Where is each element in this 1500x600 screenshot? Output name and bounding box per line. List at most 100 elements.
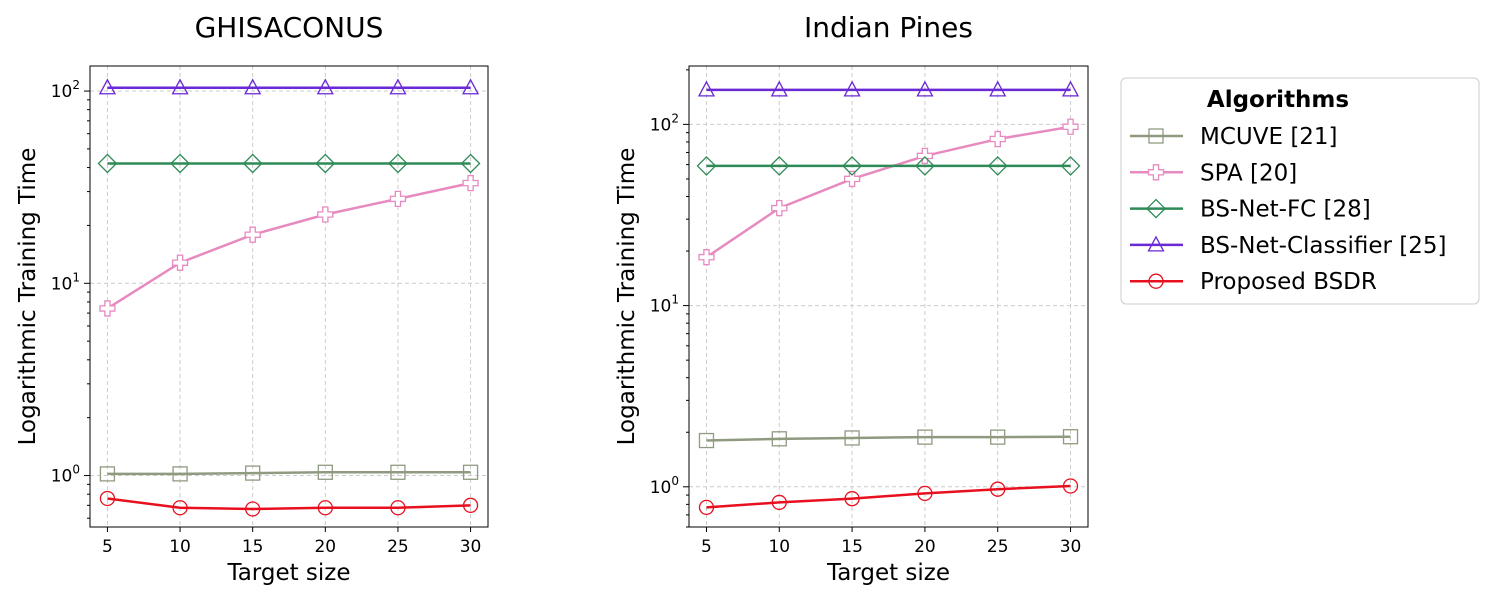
series-line [705, 125, 1071, 259]
data-point [171, 254, 189, 271]
data-point [317, 500, 333, 516]
legend-entry-spa-20: SPA [20] [1130, 160, 1297, 186]
data-point [771, 494, 787, 511]
x-tick-label: 5 [701, 537, 712, 557]
series-line [107, 497, 471, 511]
plot-frame [688, 65, 1089, 528]
data-point [1060, 155, 1081, 176]
data-point [697, 80, 716, 97]
legend-label: BS-Net-FC [28] [1200, 197, 1371, 223]
data-point [462, 497, 479, 513]
y-tick-label: 100 [51, 463, 80, 487]
data-point [315, 153, 336, 174]
data-point [389, 78, 407, 95]
data-point [771, 431, 787, 447]
x-tick-label: 20 [314, 537, 336, 557]
data-point [317, 464, 333, 480]
y-tick-label: 102 [51, 78, 80, 102]
series-spa-20 [698, 118, 1079, 266]
data-point [698, 249, 715, 266]
series-proposed-bsdr [698, 478, 1079, 516]
data-point [770, 80, 788, 97]
data-point [1061, 80, 1080, 97]
data-point [987, 155, 1008, 176]
x-tick-label: 25 [987, 537, 1009, 557]
series-bs-net-fc-28 [97, 153, 481, 174]
panel-title: Indian Pines [804, 11, 973, 44]
data-point [99, 490, 116, 507]
y-tick-label: 101 [650, 293, 679, 317]
legend-marker [1147, 164, 1165, 181]
plot-frame [89, 65, 489, 528]
data-point [316, 78, 334, 95]
data-point [769, 155, 790, 176]
legend-title: Algorithms [1207, 87, 1349, 113]
data-point [390, 464, 406, 480]
y-tick-label: 100 [650, 474, 679, 498]
data-point [389, 190, 407, 207]
chart-panel-indian-pines: 5 10 15 20 25 30 100 101 102 Indian Pines Target s… [614, 11, 1089, 586]
data-point [771, 199, 788, 217]
y-axis-label: Logarithmic Training Time [614, 148, 640, 446]
x-tick-label: 15 [841, 537, 863, 557]
data-point [388, 153, 408, 174]
data-point [170, 153, 190, 174]
legend-entry-mcuve-21: MCUVE [21] [1130, 124, 1338, 150]
data-point [917, 429, 933, 445]
x-tick-label: 5 [102, 537, 113, 557]
data-point [172, 500, 188, 516]
data-point [460, 153, 481, 174]
series-bs-net-classifier-25 [98, 78, 480, 95]
x-tick-label: 15 [242, 537, 264, 557]
data-point [842, 155, 863, 176]
data-point [99, 300, 116, 317]
x-tick-label: 20 [914, 537, 936, 557]
series-line [106, 181, 471, 310]
data-point [244, 226, 261, 243]
data-point [97, 153, 118, 174]
legend-entry-proposed-bsdr: Proposed BSDR [1130, 269, 1377, 295]
y-axis-label: Logarithmic Training Time [15, 148, 41, 446]
data-point [242, 153, 263, 174]
x-tick-label: 10 [169, 537, 191, 557]
data-point [99, 466, 116, 482]
legend-marker [1148, 273, 1164, 289]
legend-label: MCUVE [21] [1200, 124, 1338, 150]
data-point [989, 130, 1006, 148]
data-point [916, 147, 934, 165]
data-point [1062, 118, 1079, 135]
x-axis-label: Target size [826, 560, 950, 586]
data-point [990, 429, 1006, 445]
series-spa-20 [99, 174, 479, 317]
data-point [696, 155, 717, 176]
data-point [844, 491, 860, 507]
data-point [843, 80, 861, 97]
series-mcuve-21 [698, 429, 1079, 449]
data-point [698, 499, 715, 516]
legend-entry-bs-net-classifier-25: BS-Net-Classifier [25] [1130, 233, 1446, 259]
legend-marker [1148, 128, 1164, 144]
series-bs-net-classifier-25 [697, 80, 1080, 97]
chart-panel-ghisaconus: 5 10 15 20 25 30 100 101 102 GHISACONUS Target siz… [15, 11, 489, 586]
data-point [917, 485, 933, 502]
data-point [461, 78, 480, 95]
data-point [1062, 478, 1079, 494]
data-point [245, 465, 261, 481]
data-point [698, 432, 715, 449]
y-tick-label: 102 [650, 111, 679, 135]
data-point [914, 155, 935, 176]
x-axis-label: Target size [226, 560, 350, 586]
legend-label: SPA [20] [1200, 160, 1297, 186]
legend-marker [1147, 235, 1165, 252]
data-point [843, 170, 861, 188]
data-point [989, 80, 1007, 97]
data-point [98, 78, 117, 95]
legend-label: BS-Net-Classifier [25] [1200, 233, 1446, 259]
series-line [706, 435, 1071, 442]
data-point [172, 466, 188, 482]
data-point [844, 430, 860, 446]
panel-title: GHISACONUS [195, 11, 384, 44]
data-point [244, 78, 262, 95]
